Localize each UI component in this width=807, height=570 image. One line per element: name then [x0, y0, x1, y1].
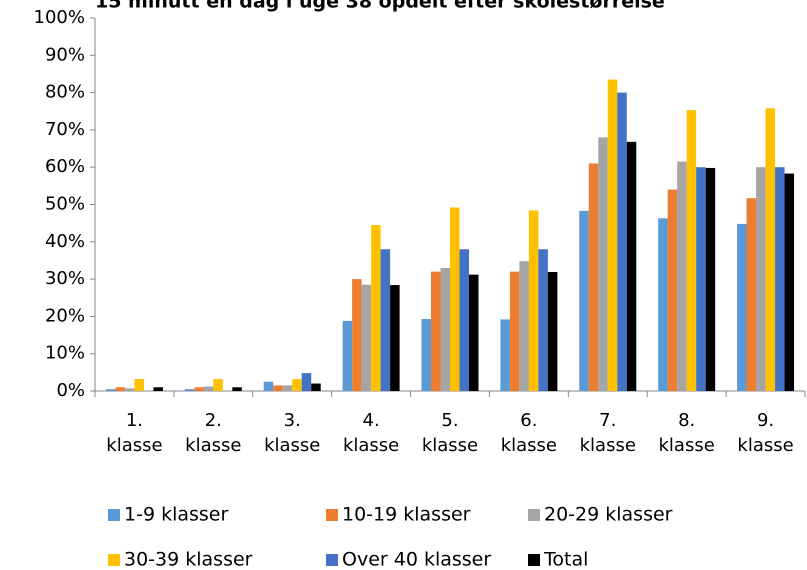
legend-swatch: [326, 509, 338, 521]
bar: [746, 198, 757, 391]
bar: [677, 161, 687, 391]
bar: [263, 381, 274, 391]
x-tick-label: 6. klasse: [500, 410, 558, 456]
y-tick-label: 0%: [56, 380, 85, 401]
chart-title: 15 minutt en dag i uge 38 opdelt efter s…: [95, 0, 665, 13]
bar: [588, 163, 599, 391]
y-tick-label: 90%: [45, 44, 85, 65]
bar: [440, 267, 450, 391]
bar: [528, 210, 539, 391]
bar: [538, 249, 548, 391]
legend-swatch: [528, 554, 540, 566]
bar: [705, 167, 716, 391]
x-tick-label: 5. klasse: [421, 410, 479, 456]
bar: [765, 108, 776, 392]
bar: [213, 379, 223, 391]
bar: [134, 379, 144, 391]
bar: [153, 387, 163, 391]
x-tick-label: 4. klasse: [342, 410, 400, 456]
bar: [232, 387, 242, 391]
legend-swatch: [326, 554, 338, 566]
legend-swatch: [108, 554, 120, 566]
legend-label: 20-29 klasser: [544, 504, 673, 526]
bar: [282, 385, 293, 391]
bar: [352, 279, 362, 391]
legend-label: 30-39 klasser: [124, 549, 253, 570]
bar: [737, 223, 747, 391]
bar: [380, 249, 391, 391]
bar: [598, 137, 608, 391]
bar: [115, 387, 125, 391]
y-tick-label: 30%: [45, 268, 85, 289]
bar: [390, 285, 400, 391]
bar: [617, 92, 627, 391]
bar: [519, 261, 529, 391]
x-tick-label: 9. klasse: [737, 410, 794, 456]
bar: [273, 385, 283, 391]
bar: [194, 387, 204, 391]
legend-label: Over 40 klasser: [342, 549, 491, 570]
legend-label: 10-19 klasser: [342, 504, 471, 526]
bar: [500, 319, 510, 391]
x-tick-label: 1. klasse: [106, 410, 163, 456]
y-tick-label: 40%: [45, 231, 85, 252]
bar: [184, 389, 195, 391]
legend-swatch: [528, 509, 540, 521]
bar: [626, 141, 637, 391]
legend-swatch: [108, 509, 120, 521]
bar: [301, 373, 312, 391]
y-tick-label: 10%: [45, 343, 85, 364]
bar: [469, 274, 479, 391]
bar: [342, 320, 353, 391]
bar: [361, 284, 372, 391]
bar: [756, 167, 766, 391]
bar: [775, 167, 785, 391]
bar: [696, 167, 706, 391]
bar: [450, 207, 460, 391]
x-tick-label: 2. klasse: [185, 410, 242, 456]
legend-label: 1-9 klasser: [124, 504, 228, 526]
bar: [579, 210, 589, 391]
bar: [509, 271, 520, 391]
y-tick-label: 100%: [34, 7, 85, 28]
legend-label: Total: [543, 549, 588, 570]
y-tick-label: 70%: [45, 119, 85, 140]
y-tick-label: 60%: [45, 156, 85, 177]
y-tick-label: 50%: [45, 194, 85, 215]
bar: [203, 386, 214, 391]
bar: [105, 389, 116, 391]
x-tick-label: 7. klasse: [579, 410, 636, 456]
x-tick-label: 8. klasse: [658, 410, 715, 456]
x-tick-label: 3. klasse: [264, 410, 321, 456]
bar: [431, 271, 441, 391]
y-tick-label: 80%: [45, 82, 85, 103]
bar: [686, 110, 697, 392]
bar: [292, 379, 302, 391]
bar: [784, 173, 795, 391]
y-tick-label: 20%: [45, 305, 85, 326]
bar: [371, 225, 381, 391]
bar: [459, 249, 469, 391]
bar: [311, 383, 321, 391]
bar: [547, 272, 558, 391]
bar: [607, 79, 618, 392]
bar: [421, 319, 431, 391]
bar: [658, 218, 668, 391]
bar: [667, 189, 678, 391]
bar: [124, 388, 135, 391]
